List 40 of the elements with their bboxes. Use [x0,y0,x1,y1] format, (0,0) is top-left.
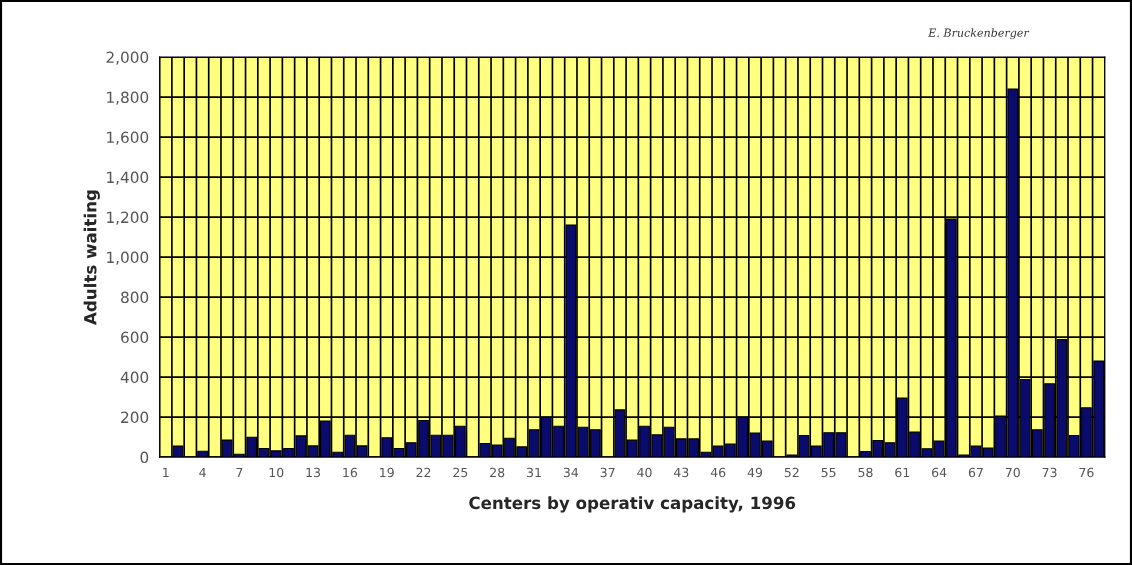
text: E. Bruckenberger [928,28,1030,40]
x-tick-label: 7 [236,467,243,477]
x-tick-label: 55 [821,467,836,478]
x-tick-label: 76 [1079,467,1094,478]
x-tick-label: 58 [858,467,873,478]
x-tick-label: 37 [600,467,615,478]
x-axis-title: Centers by operativ capacity, 1996 [469,496,796,513]
x-tick-label: 25 [453,467,468,478]
y-tick-label: 400 [120,371,149,384]
y-tick-label: 1,200 [107,211,149,225]
x-tick-label: 67 [968,467,983,478]
x-tick-label: 1 [163,467,169,477]
y-tick-label: 1,800 [107,91,149,105]
y-axis-title: Adults waiting [83,190,100,325]
x-tick-label: 13 [306,467,321,478]
x-tick-label: 49 [747,467,763,478]
x-tick-label: 4 [199,467,206,477]
x-tick-label: 46 [710,467,726,478]
x-tick-label: 19 [380,467,394,478]
x-tick-label: 22 [416,467,431,477]
y-tick-label: 200 [121,411,149,424]
x-tick-label: 28 [490,467,505,478]
y-tick-label: 1,400 [107,171,149,185]
y-tick-label: 600 [121,331,149,344]
y-tick-label: 0 [140,451,149,464]
x-tick-label: 16 [343,467,358,478]
x-tick-label: 64 [932,467,947,478]
x-tick-label: 61 [895,467,910,478]
x-tick-label: 70 [1005,467,1020,478]
x-tick-label: 34 [563,467,579,478]
x-tick-label: 40 [637,467,652,478]
y-tick-label: 1,000 [107,251,149,265]
y-tick-label: 800 [121,291,149,304]
x-tick-label: 10 [269,467,284,478]
x-tick-label: 73 [1042,467,1057,478]
x-tick-label: 52 [784,467,799,478]
y-tick-label: 1,600 [107,131,149,145]
y-tick-label: 2,000 [106,51,149,65]
x-tick-label: 43 [673,467,689,478]
x-tick-label: 31 [527,467,541,478]
